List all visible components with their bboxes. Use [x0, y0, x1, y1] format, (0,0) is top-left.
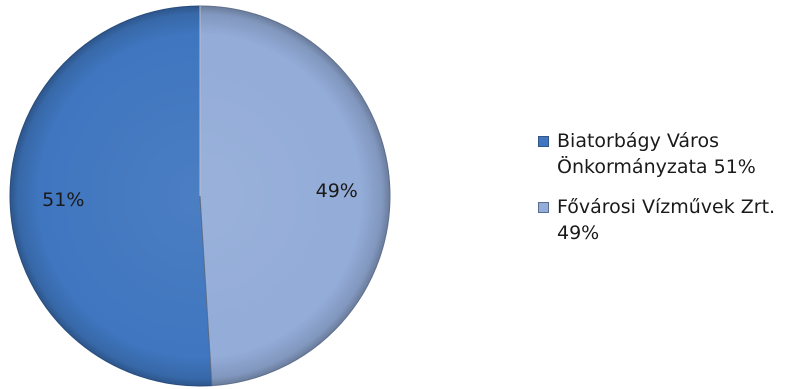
legend-item-biatorbagy: Biatorbágy Város Önkormányzata 51%: [538, 128, 803, 180]
legend-label-fovarosi-vizmuvek: Fővárosi Vízművek Zrt. 49%: [557, 196, 776, 244]
data-label-fovarosi-vizmuvek: 49%: [316, 180, 358, 202]
data-label-biatorbagy: 51%: [42, 189, 84, 211]
legend-swatch-biatorbagy: [538, 136, 549, 147]
pie-slice-biatorbagy: [9, 5, 213, 387]
legend-swatch-fovarosi-vizmuvek: [538, 202, 549, 213]
pie-slice-fovarosi-vizmuvek: [199, 5, 391, 387]
legend-label-biatorbagy: Biatorbágy Város Önkormányzata 51%: [557, 130, 756, 178]
legend: Biatorbágy Város Önkormányzata 51% Fővár…: [538, 128, 803, 260]
legend-item-fovarosi-vizmuvek: Fővárosi Vízművek Zrt. 49%: [538, 194, 803, 246]
